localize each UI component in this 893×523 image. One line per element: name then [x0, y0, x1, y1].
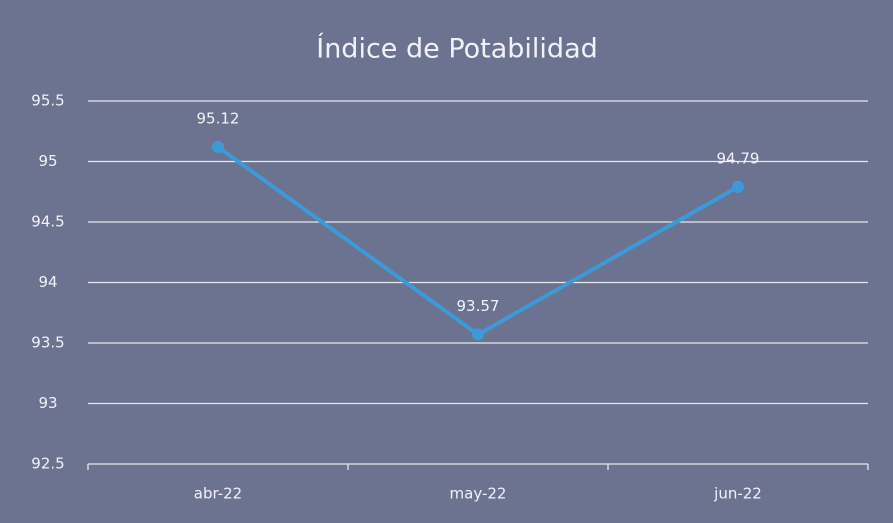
x-tick-label: may-22	[450, 485, 507, 503]
data-label: 94.79	[717, 149, 760, 167]
y-tick-label: 93.5	[31, 334, 64, 352]
y-tick-label: 95.5	[31, 92, 64, 110]
y-tick-label: 94.5	[31, 213, 64, 231]
y-tick-label: 93	[38, 394, 57, 412]
y-tick-label: 92.5	[31, 455, 64, 473]
y-tick-label: 95	[38, 152, 57, 170]
data-label: 93.57	[457, 297, 500, 315]
x-tick-label: jun-22	[713, 485, 762, 503]
data-point	[212, 140, 224, 153]
y-tick-label: 94	[38, 273, 57, 291]
data-label: 95.12	[197, 109, 240, 127]
data-point	[732, 180, 744, 193]
x-tick-label: abr-22	[194, 485, 242, 503]
chart-title: Índice de Potabilidad	[316, 33, 598, 65]
data-point	[472, 328, 484, 341]
